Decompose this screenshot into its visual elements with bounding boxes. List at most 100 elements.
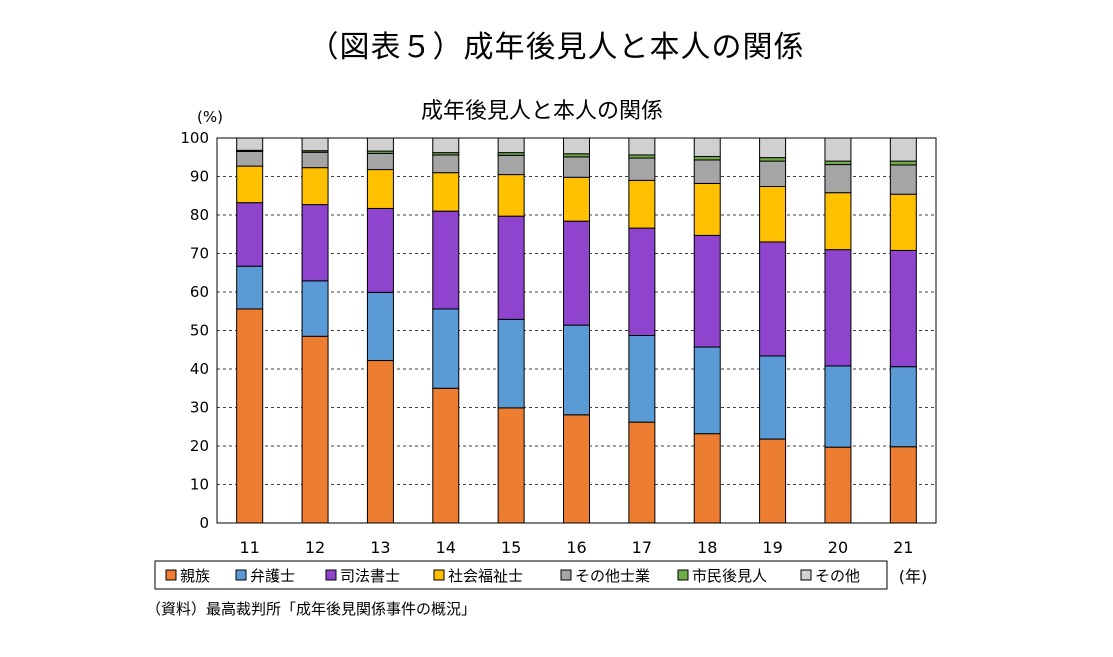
bar-18-series-4: [693, 159, 721, 184]
bar-14-series-1: [432, 308, 460, 389]
bar-14-series-0: [432, 387, 460, 524]
bar-14-series-2: [432, 210, 460, 310]
bar-20-series-3: [824, 192, 852, 251]
bar-19-series-4: [759, 160, 787, 188]
bar-17-series-1: [628, 335, 656, 423]
x-tick-label: 21: [893, 538, 913, 557]
legend-label-2: 司法書士: [340, 567, 400, 585]
bar-21-series-3: [889, 193, 917, 251]
bar-16-series-2: [563, 220, 590, 326]
bar-17-series-3: [628, 179, 656, 229]
bar-12-series-2: [301, 204, 329, 282]
x-tick-label: 18: [697, 538, 717, 557]
bar-11-series-3: [236, 165, 264, 204]
y-axis-label: (%): [197, 108, 223, 126]
bar-21-series-1: [889, 366, 917, 448]
bar-20-series-6: [824, 137, 852, 162]
bar-13-series-0: [366, 360, 394, 524]
bar-14-series-6: [432, 137, 460, 154]
y-tick-label: 90: [190, 168, 209, 186]
bar-14-series-4: [432, 154, 460, 174]
bar-21-series-0: [889, 446, 917, 524]
legend-swatch-3: [433, 569, 445, 581]
bar-21-series-4: [889, 164, 917, 195]
bar-19-series-5: [759, 157, 787, 162]
legend-label-4: その他士業: [575, 567, 650, 585]
bar-17-series-4: [628, 157, 656, 181]
bar-21-series-5: [889, 160, 917, 166]
bars: [236, 137, 917, 524]
bar-11-series-2: [236, 202, 264, 267]
bar-13-series-6: [366, 137, 394, 152]
bar-15-series-0: [497, 407, 525, 524]
bar-17-series-0: [628, 421, 656, 524]
bar-15-series-1: [497, 318, 525, 409]
y-axis-ticks: 0 10 20 30 40 50 60 70 80 90 100: [180, 129, 209, 532]
legend-swatch-1: [235, 569, 247, 581]
y-tick-label: 10: [190, 476, 209, 494]
y-tick-label: 100: [180, 129, 209, 147]
bar-20-series-2: [824, 249, 852, 367]
legend-label-6: その他: [815, 567, 860, 585]
y-tick-label: 30: [190, 399, 209, 417]
bar-11-series-4: [236, 150, 264, 167]
x-tick-label: 15: [501, 538, 521, 557]
bar-21-series-6: [889, 137, 917, 162]
bar-18-series-6: [693, 137, 721, 157]
bar-18-series-3: [693, 182, 721, 236]
bar-11-series-6: [236, 137, 264, 151]
y-tick-label: 0: [199, 514, 209, 532]
bar-18-series-1: [693, 346, 721, 435]
legend-label-0: 親族: [180, 567, 210, 585]
bar-12-series-0: [301, 335, 329, 524]
legend-label-5: 市民後見人: [692, 567, 767, 585]
bar-11-series-1: [236, 265, 264, 310]
y-tick-label: 50: [190, 322, 209, 340]
bar-15-series-6: [497, 137, 525, 154]
legend-label-1: 弁護士: [250, 567, 295, 585]
bar-16-series-4: [563, 156, 590, 178]
bar-12-series-6: [301, 137, 329, 152]
bar-15-series-2: [497, 215, 525, 320]
bar-19-series-3: [759, 186, 787, 243]
plot-area-frame: [216, 137, 937, 524]
bar-18-series-2: [693, 234, 721, 348]
bar-18-series-0: [693, 433, 721, 524]
bar-17-series-6: [628, 137, 656, 156]
legend: 親族 弁護士 司法書士 社会福祉士 その他士業 市民後見人 その他: [165, 567, 860, 585]
x-tick-label: 19: [762, 538, 782, 557]
bar-20-series-5: [824, 160, 852, 166]
bar-20-series-0: [824, 446, 852, 524]
bar-12-series-4: [301, 151, 329, 169]
bar-15-series-4: [497, 154, 525, 176]
x-tick-label: 16: [566, 538, 586, 557]
x-tick-label: 12: [305, 538, 325, 557]
bar-16-series-0: [563, 414, 590, 524]
bar-13-series-2: [366, 207, 394, 293]
bar-16-series-3: [563, 176, 590, 222]
x-tick-label: 13: [370, 538, 390, 557]
bar-19-series-0: [759, 438, 787, 524]
bar-13-series-4: [366, 152, 394, 171]
legend-swatch-2: [325, 569, 337, 581]
bar-19-series-6: [759, 137, 787, 159]
bar-14-series-3: [432, 172, 460, 212]
legend-swatch-5: [677, 569, 689, 581]
bar-18-series-5: [693, 155, 721, 161]
x-axis-ticks: 11 12 13 14 15 16 17 18 19 20 21: [240, 538, 914, 557]
bar-12-series-1: [301, 280, 329, 337]
bar-19-series-1: [759, 355, 787, 440]
x-tick-label: 14: [436, 538, 456, 557]
y-tick-label: 80: [190, 206, 209, 224]
legend-swatch-4: [560, 569, 572, 581]
bar-11-series-0: [236, 308, 264, 524]
x-tick-label: 20: [828, 538, 848, 557]
x-axis-label: (年): [899, 567, 928, 586]
bar-19-series-2: [759, 241, 787, 357]
bar-21-series-2: [889, 249, 917, 368]
y-tick-label: 70: [190, 245, 209, 263]
bar-15-series-3: [497, 174, 525, 217]
y-tick-label: 20: [190, 437, 209, 455]
bar-20-series-4: [824, 164, 852, 194]
